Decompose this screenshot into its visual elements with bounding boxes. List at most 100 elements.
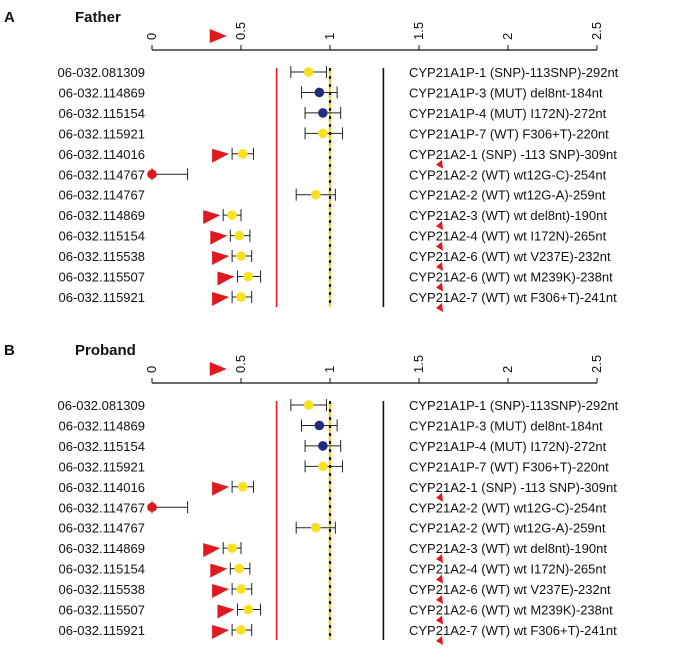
data-point — [318, 461, 328, 472]
data-point — [236, 292, 246, 302]
reduction-arrow — [217, 604, 235, 619]
probe-label: CYP21A2-2 (WT) wt12G-A)-259nt — [409, 521, 606, 536]
x-tick-label: 2 — [500, 366, 515, 373]
x-tick-label: 1 — [322, 33, 337, 40]
reduction-arrow — [203, 210, 221, 225]
x-tick-label: 1.5 — [411, 355, 426, 373]
probe-marker — [436, 554, 443, 564]
data-point — [303, 67, 314, 77]
sample-label: 06-032.114767 — [58, 188, 145, 203]
reduction-arrow — [210, 563, 228, 578]
x-tick-label: 2 — [500, 33, 515, 40]
x-tick-label: 1 — [322, 366, 337, 373]
probe-marker — [436, 574, 443, 584]
probe-label: CYP21A2-1 (SNP) -113 SNP)-309nt — [409, 480, 617, 495]
reduction-arrow — [203, 543, 221, 558]
reduction-arrow — [212, 251, 230, 266]
data-point — [318, 441, 328, 451]
probe-label: CYP21A2-7 (WT) wt F306+T)-241nt — [409, 623, 617, 638]
x-tick-label: 0.5 — [233, 22, 248, 40]
probe-label: CYP21A1P-1 (SNP)-113SNP)-292nt — [409, 398, 619, 413]
data-point — [310, 189, 321, 200]
sample-label: 06-032.114016 — [58, 480, 145, 495]
sample-label: 06-032.114869 — [58, 85, 145, 100]
reduction-arrow — [212, 291, 230, 306]
sample-label: 06-032.115921 — [58, 459, 145, 474]
x-tick-label: 0 — [144, 366, 159, 373]
data-point — [234, 563, 245, 574]
x-tick-label: 2.5 — [589, 22, 604, 40]
panel-letter: A — [4, 9, 15, 26]
data-point — [234, 230, 245, 241]
probe-label: CYP21A1P-4 (MUT) I172N)-272nt — [409, 439, 607, 454]
probe-marker — [436, 595, 443, 605]
data-point — [314, 420, 325, 431]
sample-label: 06-032.115538 — [58, 582, 145, 597]
sample-label: 06-032.114767 — [58, 167, 145, 182]
reduction-arrow — [212, 624, 230, 639]
probe-label: CYP21A2-3 (WT) wt del8nt)-190nt — [409, 208, 607, 223]
sample-label: 06-032.115507 — [58, 603, 145, 618]
probe-label: CYP21A2-7 (WT) wt F306+T)-241nt — [409, 290, 617, 305]
probe-marker — [436, 221, 443, 231]
x-tick-label: 2.5 — [589, 355, 604, 373]
data-point — [147, 502, 157, 513]
data-point — [310, 522, 321, 533]
probe-label: CYP21A2-2 (WT) wt12G-C)-254nt — [409, 500, 607, 515]
sample-label: 06-032.114869 — [58, 541, 145, 556]
probe-label: CYP21A2-4 (WT) wt I172N)-265nt — [409, 562, 607, 577]
data-point — [318, 108, 328, 118]
probe-label: CYP21A2-6 (WT) wt V237E)-232nt — [409, 582, 611, 597]
probe-label: CYP21A2-3 (WT) wt del8nt)-190nt — [409, 541, 607, 556]
data-point — [227, 543, 237, 553]
x-tick-label: 0 — [144, 33, 159, 40]
sample-label: 06-032.114767 — [58, 521, 145, 536]
data-point — [243, 271, 253, 282]
sample-label: 06-032.115921 — [58, 623, 145, 638]
probe-label: CYP21A1P-7 (WT) F306+T)-220nt — [409, 126, 609, 141]
probe-label: CYP21A2-6 (WT) wt M239K)-238nt — [409, 603, 613, 618]
sample-label: 06-032.115154 — [58, 562, 145, 577]
panel-title: Proband — [75, 342, 136, 359]
sample-label: 06-032.114869 — [58, 208, 145, 223]
x-tick-label: 0.5 — [233, 355, 248, 373]
probe-marker — [436, 492, 443, 502]
axis-arrow-marker — [209, 29, 227, 43]
data-point — [314, 87, 325, 98]
probe-label: CYP21A1P-1 (SNP)-113SNP)-292nt — [409, 65, 619, 80]
probe-label: CYP21A2-4 (WT) wt I172N)-265nt — [409, 229, 607, 244]
probe-marker — [436, 241, 443, 251]
probe-label: CYP21A2-2 (WT) wt12G-A)-259nt — [409, 188, 606, 203]
sample-label: 06-032.115154 — [58, 439, 145, 454]
probe-marker — [436, 635, 443, 645]
reduction-arrow — [212, 148, 230, 163]
probe-label: CYP21A2-2 (WT) wt12G-C)-254nt — [409, 167, 607, 182]
sample-label: 06-032.081309 — [58, 398, 145, 413]
data-point — [237, 482, 248, 492]
axis-arrow-marker — [209, 362, 227, 376]
sample-label: 06-032.114869 — [58, 418, 145, 433]
probe-marker — [436, 615, 443, 625]
probe-label: CYP21A2-1 (SNP) -113 SNP)-309nt — [409, 147, 617, 162]
sample-label: 06-032.115921 — [58, 290, 145, 305]
probe-marker — [436, 262, 443, 272]
reduction-arrow — [212, 584, 230, 599]
sample-label: 06-032.114016 — [58, 147, 145, 162]
probe-label: CYP21A1P-3 (MUT) del8nt-184nt — [409, 418, 603, 433]
data-point — [237, 149, 248, 159]
data-point — [236, 251, 246, 261]
reduction-arrow — [210, 230, 228, 245]
data-point — [303, 400, 314, 410]
panel-letter: B — [4, 342, 15, 359]
probe-label: CYP21A2-6 (WT) wt V237E)-232nt — [409, 249, 611, 264]
reduction-arrow — [217, 271, 235, 286]
reduction-arrow — [212, 481, 230, 496]
data-point — [227, 210, 237, 220]
probe-marker — [436, 159, 443, 169]
panel-title: Father — [75, 9, 121, 26]
probe-label: CYP21A1P-4 (MUT) I172N)-272nt — [409, 106, 607, 121]
probe-marker — [436, 302, 443, 312]
sample-label: 06-032.115154 — [58, 229, 145, 244]
